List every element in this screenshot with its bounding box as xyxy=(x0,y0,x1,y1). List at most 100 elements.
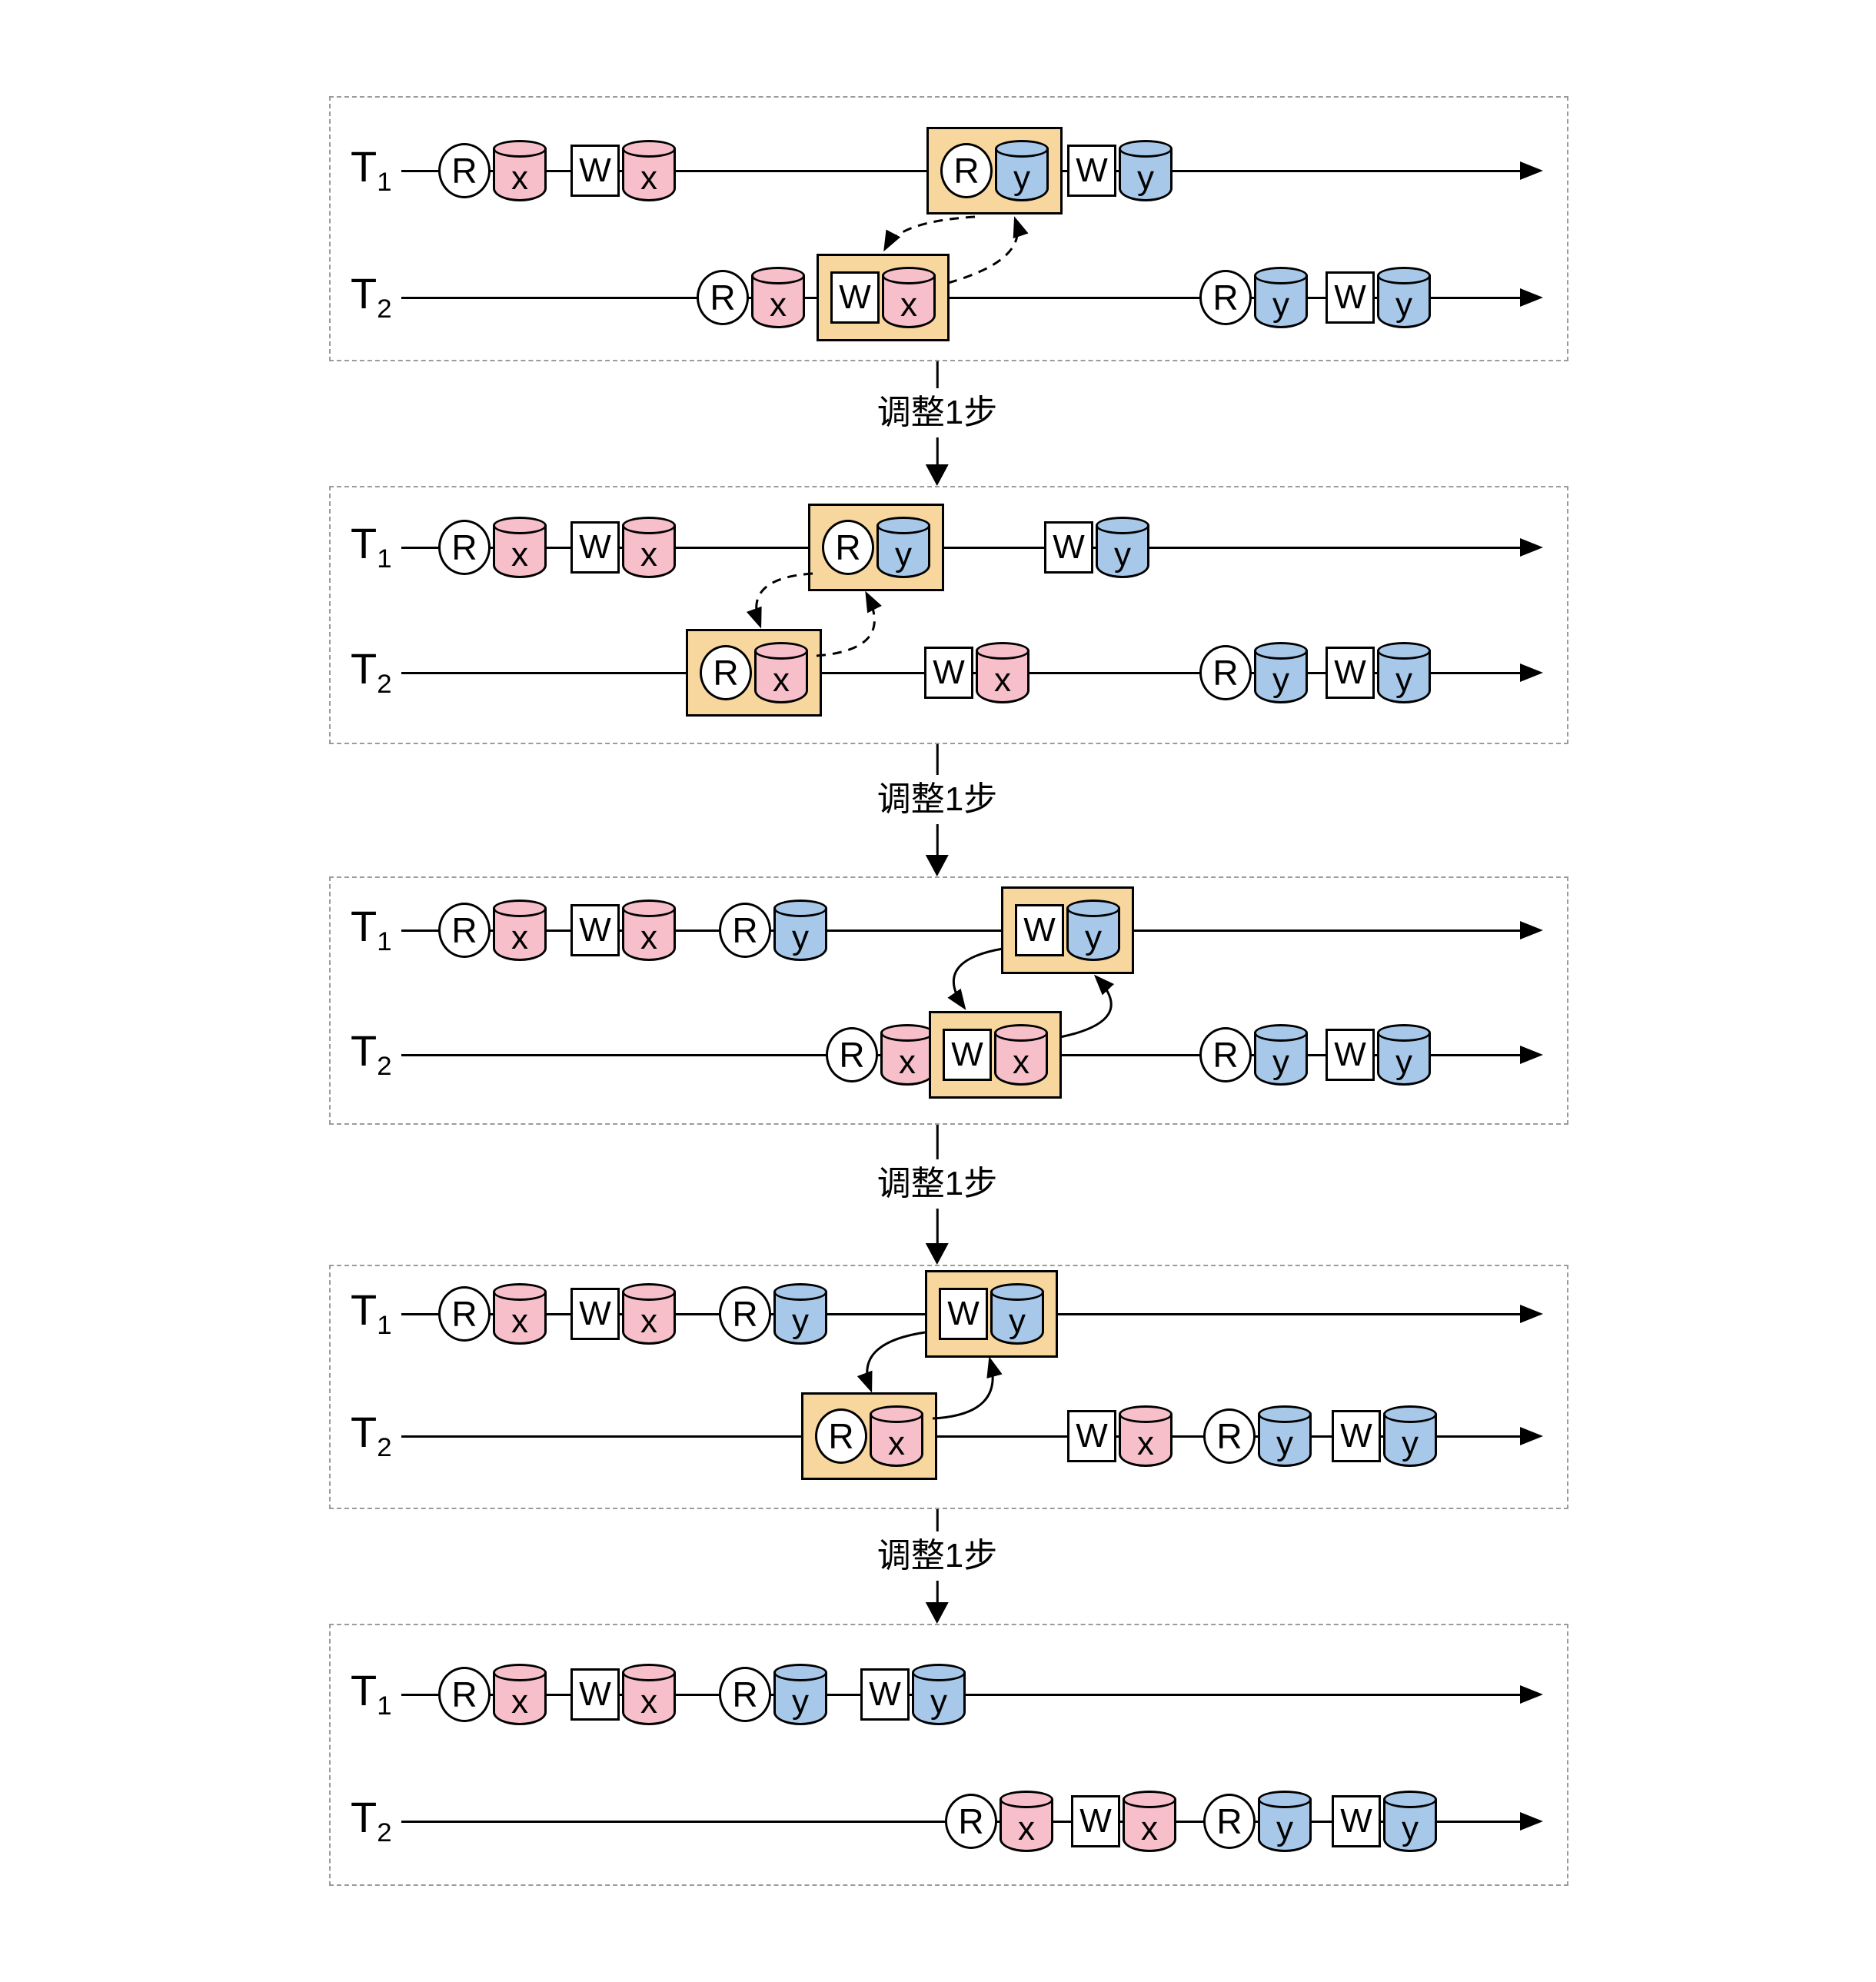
cylinder-x-icon: x xyxy=(754,642,808,703)
data-item-letter: y xyxy=(792,1683,809,1721)
cylinder-top xyxy=(1383,1405,1437,1423)
cylinder-x-icon: x xyxy=(751,267,805,328)
cylinder-body xyxy=(493,1672,547,1725)
transaction-letter: T xyxy=(351,1026,378,1076)
timeline-t2 xyxy=(401,1435,1520,1438)
cylinder-x-icon: x xyxy=(622,1283,676,1345)
cylinder-top xyxy=(1119,1405,1172,1423)
write-op-square-icon: W xyxy=(1326,1029,1375,1081)
connector-line xyxy=(936,1580,939,1602)
down-arrowhead-icon xyxy=(925,855,949,876)
cylinder-y-icon: y xyxy=(1119,140,1172,201)
transaction-letter: T xyxy=(351,1666,378,1715)
read-op-circle-icon: R xyxy=(719,1286,771,1342)
cylinder-y-icon: y xyxy=(1377,642,1431,703)
cylinder-y-icon: y xyxy=(1254,267,1308,328)
timeline-arrowhead-icon xyxy=(1520,921,1543,939)
write-op-square-icon: W xyxy=(570,1668,620,1721)
write-op-square-icon: W xyxy=(570,1288,620,1340)
cylinder-top xyxy=(622,1664,676,1681)
data-item-letter: y xyxy=(1114,536,1131,574)
transaction-letter: T xyxy=(351,1793,378,1842)
read-op-circle-icon: R xyxy=(700,645,752,700)
data-item-letter: y xyxy=(1137,159,1154,197)
read-op-circle-icon: R xyxy=(719,903,771,958)
cylinder-top xyxy=(754,642,808,660)
read-op-circle-icon: R xyxy=(697,270,749,325)
cylinder-x-icon: x xyxy=(622,900,676,961)
write-op-square-icon: W xyxy=(570,145,620,197)
transaction-letter: T xyxy=(351,142,378,191)
cylinder-top xyxy=(622,1283,676,1301)
transaction-index: 2 xyxy=(377,1052,392,1082)
cylinder-top xyxy=(493,1283,547,1301)
write-op-square-icon: W xyxy=(1015,904,1064,956)
data-item-letter: y xyxy=(1276,1810,1293,1847)
cylinder-top xyxy=(995,140,1049,158)
write-op-square-icon: W xyxy=(1326,647,1375,699)
data-item-letter: x xyxy=(888,1425,905,1462)
data-item-letter: x xyxy=(511,536,528,574)
adjust-step-label: 调整1步 xyxy=(876,1165,998,1202)
cylinder-x-icon: x xyxy=(994,1024,1048,1086)
down-arrowhead-icon xyxy=(925,1243,949,1265)
timeline-t1 xyxy=(401,929,1520,932)
write-op-square-icon: W xyxy=(1067,1410,1116,1462)
cylinder-top xyxy=(622,900,676,917)
write-op-square-icon: W xyxy=(570,521,620,574)
transaction-label-t2: T2 xyxy=(351,647,392,698)
adjust-step-connector-3: 调整1步 xyxy=(877,1125,997,1265)
cylinder-x-icon: x xyxy=(622,517,676,578)
data-item-letter: x xyxy=(1137,1425,1154,1462)
write-op-square-icon: W xyxy=(830,271,880,324)
write-op-square-icon: W xyxy=(570,904,620,956)
cylinder-top xyxy=(1377,267,1431,284)
cylinder-top xyxy=(622,140,676,158)
read-op-circle-icon: R xyxy=(438,903,491,958)
write-op-square-icon: W xyxy=(924,647,973,699)
read-op-circle-icon: R xyxy=(1199,1027,1252,1082)
read-op-circle-icon: R xyxy=(1203,1408,1256,1464)
transaction-index: 1 xyxy=(377,544,392,574)
transaction-label-t1: T1 xyxy=(351,145,392,196)
cylinder-top xyxy=(622,517,676,534)
cylinder-y-icon: y xyxy=(1383,1405,1437,1467)
read-op-circle-icon: R xyxy=(945,1794,997,1849)
data-item-letter: y xyxy=(792,919,809,956)
data-item-letter: x xyxy=(511,1683,528,1721)
data-item-letter: x xyxy=(899,1043,916,1081)
timeline-arrowhead-icon xyxy=(1520,161,1543,180)
cylinder-x-icon: x xyxy=(493,1664,547,1725)
cylinder-x-icon: x xyxy=(882,267,936,328)
cylinder-top xyxy=(751,267,805,284)
timeline-arrowhead-icon xyxy=(1520,288,1543,307)
cylinder-y-icon: y xyxy=(773,1283,827,1345)
data-item-letter: x xyxy=(640,1302,657,1340)
data-item-letter: x xyxy=(640,919,657,956)
read-op-circle-icon: R xyxy=(1203,1794,1256,1849)
transaction-index: 1 xyxy=(377,168,392,198)
cylinder-body xyxy=(882,275,936,328)
transaction-label-t1: T1 xyxy=(351,905,392,956)
timeline-arrowhead-icon xyxy=(1520,538,1543,557)
transaction-index: 1 xyxy=(377,927,392,957)
transaction-index: 2 xyxy=(377,294,392,324)
cylinder-top xyxy=(976,642,1029,660)
write-op-square-icon: W xyxy=(1067,145,1116,197)
cylinder-y-icon: y xyxy=(995,140,1049,201)
